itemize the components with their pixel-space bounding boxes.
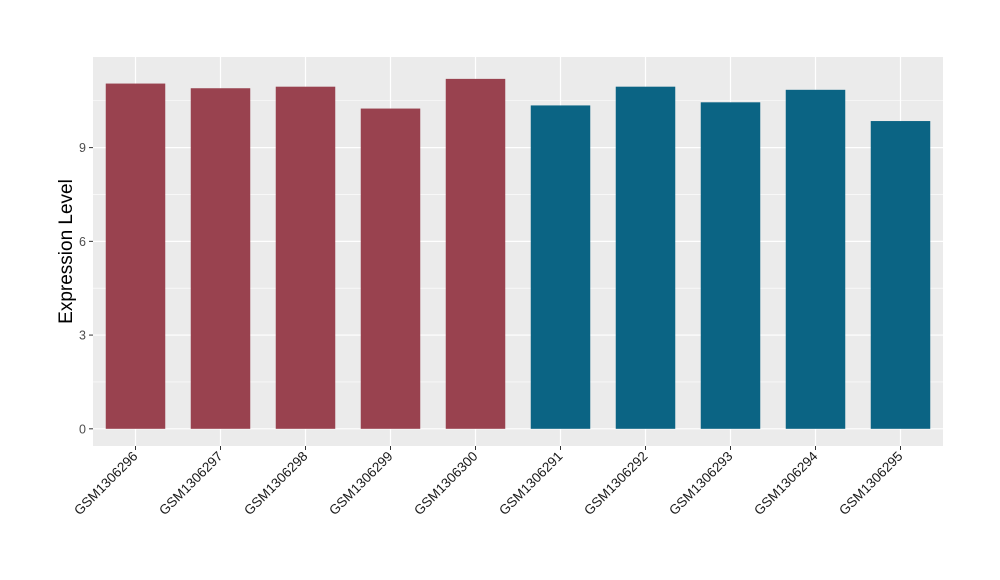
- bar-GSM1306296: [105, 83, 166, 429]
- x-tick-label: GSM1306297: [156, 449, 226, 519]
- bar-GSM1306291: [530, 105, 591, 429]
- x-tick-label: GSM1306291: [496, 449, 566, 519]
- x-tick-label: GSM1306294: [751, 448, 821, 518]
- bar-GSM1306292: [615, 86, 676, 429]
- x-tick-label: GSM1306300: [411, 449, 481, 519]
- x-tick-label: GSM1306299: [326, 449, 396, 519]
- bar-GSM1306297: [190, 88, 251, 429]
- y-tick-label: 9: [79, 141, 86, 155]
- bar-GSM1306299: [360, 108, 421, 429]
- x-axis: GSM1306296 GSM1306297 GSM1306298 GSM1306299…: [71, 446, 906, 518]
- bar-GSM1306294: [785, 89, 846, 429]
- y-tick-label: 6: [79, 235, 86, 249]
- bar-GSM1306293: [700, 102, 761, 429]
- y-tick-label: 3: [79, 329, 86, 343]
- y-tick-label: 0: [79, 422, 86, 436]
- bar-GSM1306300: [445, 78, 506, 429]
- y-axis-title: Expression Level: [56, 179, 77, 324]
- bar-GSM1306298: [275, 86, 336, 429]
- y-axis: 0 3 6 9: [79, 141, 93, 436]
- x-tick-label: GSM1306293: [666, 449, 736, 519]
- bar-GSM1306295: [870, 121, 931, 429]
- x-tick-label: GSM1306298: [241, 449, 311, 519]
- x-tick-label: GSM1306292: [581, 449, 651, 519]
- bars: [105, 78, 931, 429]
- x-tick-label: GSM1306296: [71, 449, 141, 519]
- x-tick-label: GSM1306295: [836, 449, 906, 519]
